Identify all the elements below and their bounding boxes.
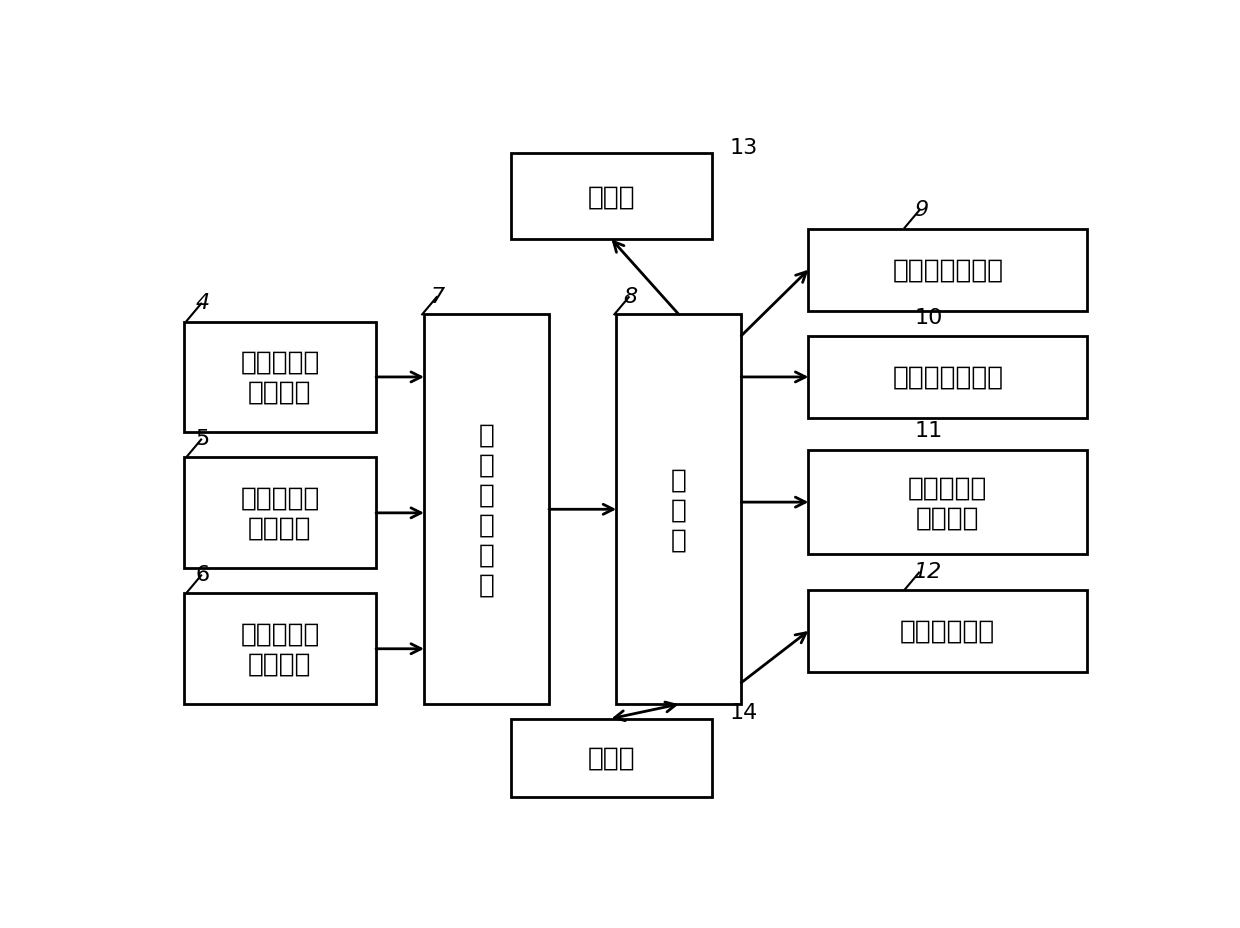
- Text: 右摇臂采高
检测模块: 右摇臂采高 检测模块: [241, 485, 320, 541]
- Bar: [424, 315, 549, 704]
- Text: 备用控制接口: 备用控制接口: [900, 618, 996, 644]
- Text: 9: 9: [914, 200, 929, 220]
- Text: 右摇臂调高阀组: 右摇臂调高阀组: [893, 365, 1003, 391]
- Text: 8: 8: [622, 287, 637, 306]
- Text: 11: 11: [914, 420, 942, 440]
- Bar: [511, 154, 712, 240]
- Bar: [808, 337, 1087, 419]
- Text: 左摇臂调高阀组: 左摇臂调高阀组: [893, 257, 1003, 283]
- Text: 存储器: 存储器: [588, 745, 635, 771]
- Bar: [184, 458, 376, 569]
- Text: 10: 10: [914, 308, 942, 328]
- Bar: [184, 322, 376, 432]
- Bar: [808, 590, 1087, 672]
- Bar: [616, 315, 742, 704]
- Text: 数
据
处
理
单
元: 数 据 处 理 单 元: [479, 422, 495, 598]
- Text: 13: 13: [729, 138, 758, 158]
- Text: 采煤机位姿
检测模块: 采煤机位姿 检测模块: [241, 621, 320, 677]
- Bar: [184, 594, 376, 704]
- Text: 12: 12: [914, 561, 942, 582]
- Bar: [808, 451, 1087, 554]
- Text: 7: 7: [430, 287, 445, 306]
- Bar: [808, 229, 1087, 312]
- Text: 变频器调速
控制系统: 变频器调速 控制系统: [908, 474, 987, 531]
- Bar: [511, 718, 712, 797]
- Text: 左摇臂采高
检测模块: 左摇臂采高 检测模块: [241, 350, 320, 406]
- Text: 5: 5: [196, 429, 210, 448]
- Text: 控
制
器: 控 制 器: [671, 467, 687, 553]
- Text: 6: 6: [196, 564, 210, 585]
- Text: 14: 14: [729, 702, 758, 722]
- Text: 4: 4: [196, 293, 210, 313]
- Text: 显示器: 显示器: [588, 184, 635, 210]
